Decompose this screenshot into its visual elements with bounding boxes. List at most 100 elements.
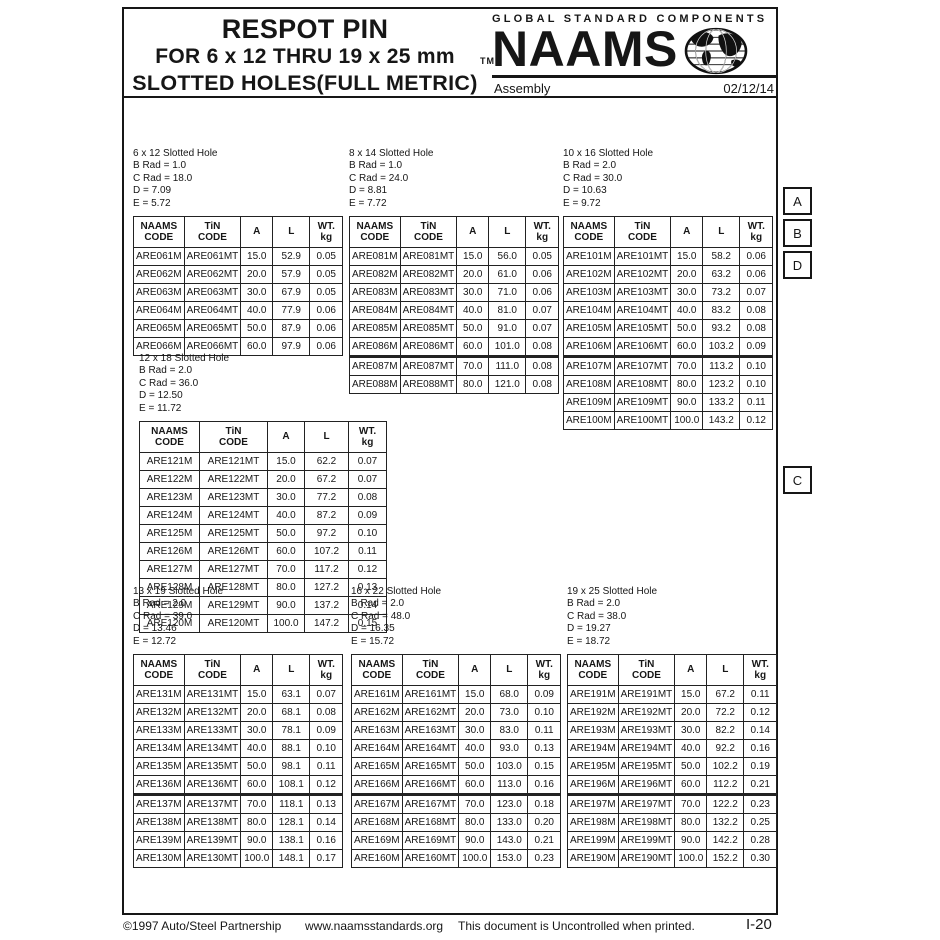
table-cell: 52.9 [272,247,311,267]
table-cell: ARE103M [563,283,615,303]
table-cell: 93.2 [702,319,741,339]
column-header: A [240,654,274,687]
table-cell: 0.06 [739,247,774,267]
table-row: ARE162M ARE162MT 20.0 73.0 0.10 [351,703,562,723]
table-cell: 78.1 [272,721,311,741]
table-cell: 0.16 [743,739,778,759]
table-cell: ARE132MT [183,703,242,723]
table-cell: ARE086MT [399,337,458,358]
table-cell: 0.15 [348,614,387,634]
spec-line: C Rad = 39.0 [133,610,193,622]
table-cell: ARE062M [133,265,185,285]
table-cell: ARE197M [567,793,619,815]
spec-line: E = 12.72 [133,635,177,647]
column-header: A [240,216,274,249]
column-header: L [272,654,311,687]
table-cell: 0.21 [743,775,778,796]
table-specs: B Rad = 2.0 C Rad = 30.0 D = 10.63 E = 9.72 [563,160,773,210]
table-row: ARE161M ARE161MT 15.0 68.0 0.09 [351,685,562,705]
column-header: WT. kg [739,216,774,249]
column-header: TiN CODE [183,216,242,249]
column-header: TiN CODE [617,654,676,687]
table-cell: 0.06 [309,337,344,357]
table-cell: 56.0 [488,247,527,267]
table-cell: 133.0 [490,813,529,833]
table-cell: ARE065M [133,319,185,339]
table-cell: 67.9 [272,283,311,303]
footer-website-link[interactable]: www.naamsstandards.org [305,919,444,933]
column-header: NAAMS CODE [349,216,401,249]
side-label-c: C [783,466,812,494]
table-cell: 142.2 [706,831,745,851]
table-cell: 50.0 [456,319,490,339]
table-cell: ARE131MT [183,685,242,705]
table-cell: 0.16 [309,831,344,851]
column-header: WT. kg [743,654,778,687]
table-cell: 0.11 [739,393,774,413]
table-cell: 30.0 [240,283,274,303]
table-title: 16 x 22 Slotted Hole [351,586,442,597]
trademark-symbol: TM [480,56,495,66]
table-cell: 0.08 [525,375,560,395]
column-header: TiN CODE [199,421,268,454]
table-cell: 15.0 [456,247,490,267]
table-cell: 62.2 [304,452,349,472]
spec-line: E = 11.72 [139,402,182,414]
table-cell: 40.0 [670,301,704,321]
column-header: WT. kg [525,216,560,249]
column-header: NAAMS CODE [563,216,615,249]
table-cell: 113.2 [702,355,741,377]
table-cell: ARE165MT [401,757,460,777]
table-cell: 73.2 [702,283,741,303]
column-header: A [267,421,305,454]
table-cell: 153.0 [490,849,529,869]
table-cell: ARE126MT [199,542,268,562]
column-header: A [458,654,492,687]
table-cell: ARE167MT [401,793,460,815]
side-label-a: A [783,187,812,215]
table-cell: ARE123MT [199,488,268,508]
table-cell: 83.2 [702,301,741,321]
table-cell: ARE101MT [613,247,672,267]
title-block: RESPOT PIN FOR 6 x 12 THRU 19 x 25 mm SL… [126,14,484,97]
table-cell: 143.2 [702,411,741,431]
table-title: 19 x 25 Slotted Hole [567,586,658,597]
table-cell: ARE164M [351,739,403,759]
table-cell: 90.0 [458,831,492,851]
table-row: ARE105M ARE105MT 50.0 93.2 0.08 [563,319,774,339]
column-header: L [304,421,349,454]
table-cell: ARE084M [349,301,401,321]
spec-table: NAAMS CODE TiN CODE A L WT. kg ARE081M ARE081MT 1… [349,216,560,395]
table-cell: 20.0 [458,703,492,723]
table-row: ARE168M ARE168MT 80.0 133.0 0.20 [351,813,562,833]
table-cell: ARE125MT [199,524,268,544]
brand-logo-row: NAAMS [492,24,776,75]
table-cell: 152.2 [706,849,745,869]
table-cell: 0.07 [348,470,387,490]
table-row: ARE126M ARE126MT 60.0 107.2 0.11 [139,542,387,562]
table-cell: ARE087MT [399,355,458,377]
column-header: NAAMS CODE [133,216,185,249]
footer-copyright: ©1997 Auto/Steel Partnership [123,919,282,933]
table-row: ARE121M ARE121MT 15.0 62.2 0.07 [139,452,387,472]
table-cell: ARE082M [349,265,401,285]
column-header: A [456,216,490,249]
table-cell: 20.0 [674,703,708,723]
table-cell: 80.0 [670,375,704,395]
table-cell: ARE196M [567,775,619,796]
table-cell: 123.0 [490,793,529,815]
table-cell: ARE121MT [199,452,268,472]
table-cell: ARE193MT [617,721,676,741]
column-header: L [488,216,527,249]
table-cell: ARE197MT [617,793,676,815]
table-cell: ARE198MT [617,813,676,833]
table-cell: 15.0 [674,685,708,705]
table-row: ARE196M ARE196MT 60.0 112.2 0.21 [567,775,778,796]
spec-line: E = 9.72 [563,197,601,209]
spec-line: B Rad = 2.0 [133,598,187,610]
table-cell: ARE169MT [401,831,460,851]
column-header: NAAMS CODE [567,654,619,687]
table-cell: 77.2 [304,488,349,508]
table-cell: 60.0 [240,337,274,357]
table-cell: 67.2 [706,685,745,705]
